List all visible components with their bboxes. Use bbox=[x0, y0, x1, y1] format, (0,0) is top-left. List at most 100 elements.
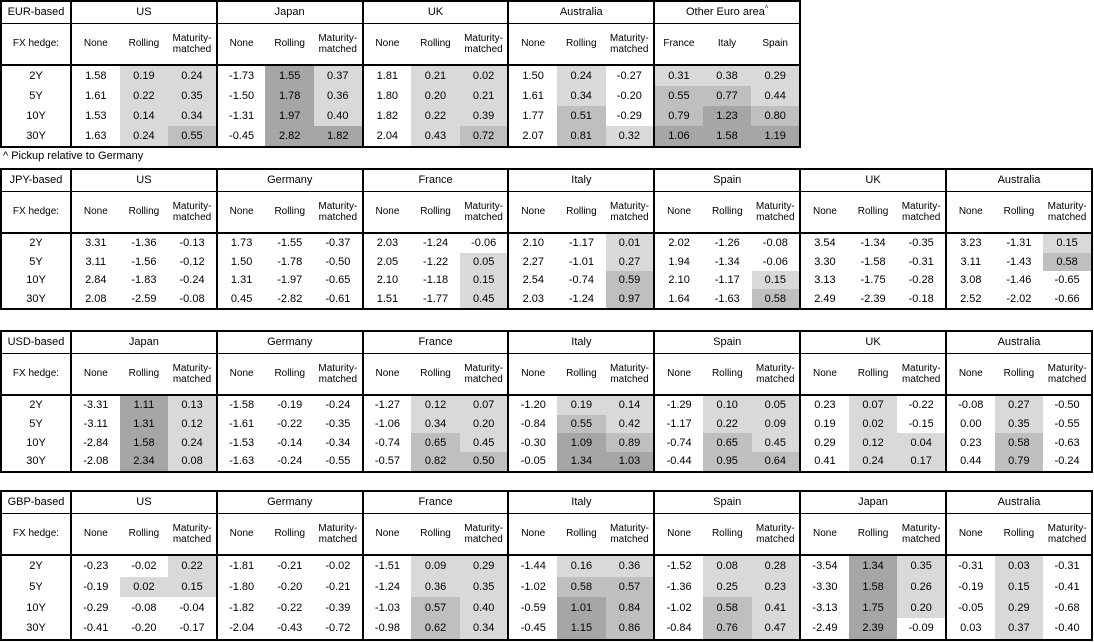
value-cell: 1.50 bbox=[507, 65, 557, 87]
hedge-col-header: Rolling bbox=[411, 353, 460, 396]
value-cell: -0.50 bbox=[325, 255, 351, 268]
value-cell: 2.05 bbox=[361, 252, 412, 271]
value-cell: 0.55 bbox=[653, 86, 703, 106]
value-cell: 0.14 bbox=[605, 395, 655, 415]
group-name: US bbox=[136, 174, 152, 187]
group-name: Australia bbox=[997, 336, 1041, 349]
value-cell: 1.19 bbox=[751, 125, 800, 147]
hedge-col-header: Rolling bbox=[265, 513, 315, 556]
hedge-col-header: Maturity-matched bbox=[168, 23, 217, 66]
value-cell: 0.55 bbox=[557, 415, 606, 434]
group-name: Spain bbox=[713, 496, 742, 509]
value-cell: -2.59 bbox=[131, 292, 157, 305]
value-cell: 0.23 bbox=[799, 395, 849, 415]
group-name: Italy bbox=[571, 174, 592, 187]
base-currency-label: JPY-based bbox=[1, 169, 71, 192]
hedge-col-header: None bbox=[70, 513, 120, 556]
value-cell: 1.73 bbox=[215, 233, 266, 253]
tenor-label: 10Y bbox=[26, 274, 46, 287]
value-cell: -0.19 bbox=[70, 577, 120, 598]
table-row: 30Y 1.63 0.24 0.55 -0.45 2.82 1.82 2.04 0.43 0.72… bbox=[1, 125, 800, 147]
value-cell: 0.37 bbox=[994, 617, 1044, 640]
hedge-col-header: Rolling bbox=[848, 513, 898, 556]
value-cell: -1.18 bbox=[423, 274, 449, 287]
hedge-col-header: Rolling bbox=[702, 513, 752, 556]
value-cell: -0.24 bbox=[1054, 455, 1080, 468]
hedge-col-header: None bbox=[653, 353, 703, 396]
value-cell: 1.81 bbox=[361, 65, 412, 87]
value-cell: 0.89 bbox=[605, 433, 655, 452]
hedge-header-row: FX hedge: None Rolling Maturity-matched None… bbox=[1, 353, 1092, 396]
value-cell: -0.24 bbox=[325, 399, 351, 412]
value-cell: 1.23 bbox=[702, 105, 752, 126]
value-cell: -0.19 bbox=[277, 399, 303, 412]
value-cell: 3.11 bbox=[944, 252, 995, 271]
value-cell: 0.21 bbox=[411, 65, 460, 87]
value-cell: -1.36 bbox=[131, 237, 157, 250]
value-cell: 2.10 bbox=[653, 270, 703, 290]
hedge-col-header: None bbox=[799, 353, 849, 396]
group-name: Germany bbox=[267, 174, 313, 187]
value-cell: -0.21 bbox=[277, 560, 303, 573]
value-cell: -2.84 bbox=[70, 433, 120, 452]
value-cell: -0.28 bbox=[908, 274, 934, 287]
value-cell: 0.59 bbox=[605, 270, 655, 290]
value-cell: 1.31 bbox=[119, 415, 169, 434]
group-header: US bbox=[70, 1, 217, 24]
value-cell: -2.02 bbox=[1006, 292, 1032, 305]
value-cell: -1.34 bbox=[714, 255, 740, 268]
value-cell: -0.20 bbox=[616, 90, 642, 103]
value-cell: -1.17 bbox=[568, 237, 594, 250]
value-cell: -2.04 bbox=[215, 617, 266, 640]
hedge-col-header: Maturity-matched bbox=[605, 23, 655, 66]
table-row: 5Y -0.19 0.02 0.15 -1.80 -0.20 -0.21 -1.24 0.36 0… bbox=[1, 577, 1092, 598]
tenor-label: 2Y bbox=[29, 70, 43, 83]
value-cell: 0.86 bbox=[605, 617, 655, 640]
value-cell: 3.30 bbox=[799, 252, 849, 271]
value-cell: -2.08 bbox=[70, 451, 120, 472]
value-cell: 0.65 bbox=[702, 433, 752, 452]
value-cell: 0.24 bbox=[168, 433, 217, 452]
value-cell: -2.82 bbox=[277, 292, 303, 305]
value-cell: -0.44 bbox=[653, 451, 703, 472]
hedge-col-header: None bbox=[361, 353, 412, 396]
value-cell: -0.66 bbox=[1054, 292, 1080, 305]
value-cell: -1.02 bbox=[653, 597, 703, 618]
table-row: 2Y 3.31 -1.36 -0.13 1.73 -1.55 -0.37 2.03 -1.24 -… bbox=[1, 233, 1092, 253]
hedge-col-header: France bbox=[653, 23, 703, 66]
rates-table: EUR-based US Japan UK Australia Other Euro ar… bbox=[0, 0, 801, 148]
value-cell: -0.59 bbox=[507, 597, 558, 618]
value-cell: 1.82 bbox=[313, 125, 363, 147]
value-cell: -0.06 bbox=[762, 255, 788, 268]
hedge-col-header: None bbox=[507, 23, 557, 66]
value-cell: -1.73 bbox=[215, 65, 266, 87]
value-cell: 0.84 bbox=[605, 597, 655, 618]
value-cell: -1.22 bbox=[423, 255, 449, 268]
tenor-label: 30Y bbox=[26, 292, 46, 305]
hedge-col-header: None bbox=[215, 353, 266, 396]
value-cell: 0.58 bbox=[702, 597, 752, 618]
table-row: 2Y 1.58 0.19 0.24 -1.73 1.55 0.37 1.81 0.21 0.02 1… bbox=[1, 65, 800, 87]
hedge-col-header: Rolling bbox=[557, 353, 606, 396]
value-cell: 1.53 bbox=[70, 105, 120, 126]
value-cell: 1.75 bbox=[848, 597, 898, 618]
hedge-col-header: None bbox=[361, 191, 412, 234]
group-header: Italy bbox=[507, 331, 655, 354]
jpy-based-table-panel: JPY-based US Germany France Italy Spain UK Aust… bbox=[0, 168, 1093, 310]
hedge-header-row: FX hedge: None Rolling Maturity-matched None… bbox=[1, 191, 1092, 234]
value-cell: -0.74 bbox=[568, 274, 594, 287]
value-cell: 0.05 bbox=[751, 395, 801, 415]
value-cell: 1.06 bbox=[653, 125, 703, 147]
value-cell: 0.13 bbox=[168, 395, 217, 415]
value-cell: -1.01 bbox=[568, 255, 594, 268]
group-name: Germany bbox=[267, 496, 313, 509]
value-cell: 0.79 bbox=[653, 105, 703, 126]
value-cell: 0.34 bbox=[459, 617, 509, 640]
group-name: Germany bbox=[267, 336, 313, 349]
value-cell: 0.45 bbox=[459, 433, 509, 452]
hedge-col-header: None bbox=[361, 513, 412, 556]
value-cell: 1.58 bbox=[848, 577, 898, 598]
value-cell: 0.51 bbox=[556, 105, 606, 126]
value-cell: -0.63 bbox=[1054, 436, 1080, 449]
value-cell: 2.03 bbox=[507, 289, 558, 309]
